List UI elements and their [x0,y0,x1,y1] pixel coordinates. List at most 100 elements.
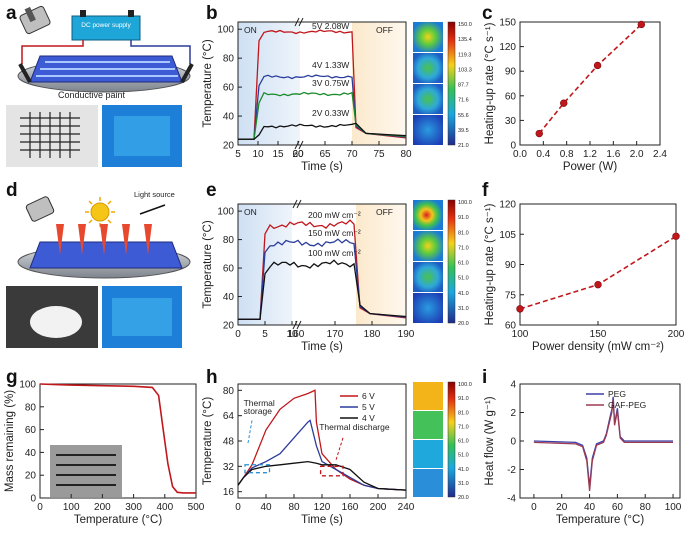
chart-f-ylabel: Heating-up rate (°C s⁻¹) [484,203,496,325]
chart-e-ytick-label: 60 [223,264,235,275]
chart-e-axis-break [296,199,302,209]
chart-h-discharge-box [319,465,344,477]
chart-i-xtick-label: 100 [665,502,682,513]
colorbar-h-tick: 81.0 [458,410,469,416]
chart-b-axis-break [298,17,304,27]
chart-h-series-line [237,419,407,491]
chart-b-ytick-label: 100 [217,25,234,36]
panel-letter-g: g [6,367,18,388]
chart-c-ytick-label: 150 [499,18,516,29]
chart-i-xtick-label: 20 [556,502,568,513]
hand-icon [19,5,51,35]
chart-e-xtick-label: 0 [235,329,241,340]
chart-e-ylabel: Temperature (°C) [202,220,214,308]
chart-h-legend-label: 4 V [362,413,375,423]
chart-g-axes: 0 20 40 60 80 100 0 100 200 300 400 500 Temperature … [4,380,205,527]
chart-f-ytick-label: 105 [499,230,516,241]
chart-b-series-label: 3V 0.75W [312,78,349,88]
chart-b-axis-break [294,17,300,27]
chart-i-xtick-label: 60 [612,502,624,513]
conductive-paint-label: Conductive paint [58,90,126,100]
chart-c-axes: 0 30 60 90 120 150 0.0 0.4 0.8 1.2 1.6 2.0 2.4 Power … [484,18,667,174]
hand-icon [25,196,55,222]
chart-e-xtick-label: 10 [286,329,298,340]
colorbar-b-tick: 55.6 [458,113,469,119]
chart-c-xlabel: Power (W) [563,161,617,173]
chart-h-ytick-label: 80 [223,386,235,397]
colorbar-h-tick: 61.0 [458,439,469,445]
chart-e-xtick-label: 5 [262,329,268,340]
chart-b-ytick-label: 60 [223,83,235,94]
chart-f-xtick-label: 150 [590,329,607,340]
chart-g-xtick-label: 100 [63,502,80,513]
panel-letter-e: e [206,180,217,201]
colorbar-h-tick: 71.0 [458,424,469,430]
chart-h-annotation: Thermal [244,398,275,408]
chart-f-data-point [594,280,602,289]
chart-f-data-point [672,232,680,240]
colorbar-b-tick: 135.4 [458,37,472,43]
chart-c-ytick-label: 30 [505,116,517,127]
chart-b-ytick-label: 20 [223,141,235,152]
chart-g-xtick-label: 400 [156,502,173,513]
chart-g-series-line [39,383,196,494]
chart-e-axis-break [292,320,298,330]
panel-letter-f: f [482,180,489,201]
chart-i-xtick-label: 80 [640,502,652,513]
colorbar-h-tick: 91.0 [458,396,469,402]
panel-letter-a: a [6,3,17,24]
chart-g-xtick-label: 500 [188,502,205,513]
colorbar-b-labels: 150.0 135.4 119.3 103.3 87.7 71.6 55.6 39.5 21.0 [458,22,472,149]
chart-f-axes: 60 75 90 105 120 100 150 200 Power density (mW c… [484,200,685,354]
chart-h-annotation-arrow [247,420,253,445]
chart-h-legend-label: 6 V [362,391,375,401]
chart-c-ylabel: Heating-up rate (°C s⁻¹) [484,22,496,144]
chart-c-xtick-label: 0.0 [513,149,527,160]
chart-e-xlabel: Time (s) [301,341,343,353]
chart-h-xtick-label: 160 [342,502,359,513]
chart-c-xtick-label: 0.4 [536,149,550,160]
colorbar-b-tick: 119.3 [458,52,471,58]
chart-h-ytick-label: 32 [223,462,235,473]
panel-letter-i: i [482,367,487,388]
panel-letter-d: d [6,180,18,201]
colorbar-e-labels: 100.0 91.0 81.0 71.0 61.0 51.0 41.0 31.0 20.0 [458,200,472,327]
chart-h-annotation: storage [244,406,273,416]
chart-f-xtick-label: 200 [668,329,685,340]
chart-f-ytick-label: 60 [505,321,517,332]
chart-g-ytick-label: 40 [25,448,37,459]
photo-fabric [6,105,98,167]
chart-h-xtick-label: 200 [370,502,387,513]
chart-c-data-point [535,129,543,138]
colorbar-b-tick: 39.5 [458,128,469,134]
chart-h-ytick-label: 48 [223,437,235,448]
chart-i-ytick-label: -2 [507,465,516,476]
chart-e-series-line [238,259,407,320]
chart-g-xtick-label: 0 [37,502,43,513]
chart-i-ytick-label: 4 [510,380,516,391]
chart-i-legend-label: GAF-PEG [608,400,646,410]
chart-e-plot-frame [237,203,407,326]
chart-g-ytick-label: 0 [30,494,36,505]
chart-e-ytick-label: 40 [223,292,235,303]
chart-e-series-line [238,219,407,320]
chart-e-ytick-label: 20 [223,321,235,332]
chart-e-off-label: OFF [376,207,393,217]
chart-e-xtick-label: 170 [327,329,344,340]
colorbar-e-tick: 61.0 [458,261,469,267]
chart-i-ylabel: Heat flow (W g⁻¹) [484,396,496,485]
fabric-mesh [29,241,183,269]
chart-b-off-region [352,22,406,145]
chart-h-storage-box [244,464,271,474]
chart-h-xtick-label: 40 [260,502,272,513]
chart-e-series-label: 150 mW cm⁻² [308,228,361,238]
chart-b-on-label: ON [244,25,257,35]
chart-f-data-point [516,305,524,313]
colorbar-b-tick: 87.7 [458,83,469,89]
chart-c-xtick-label: 2.4 [653,149,667,160]
panel-letter-h: h [206,367,218,388]
chart-e-series-line [238,238,407,320]
chart-b-series-line [238,29,407,140]
chart-b-xtick-label: 5 [235,149,241,160]
